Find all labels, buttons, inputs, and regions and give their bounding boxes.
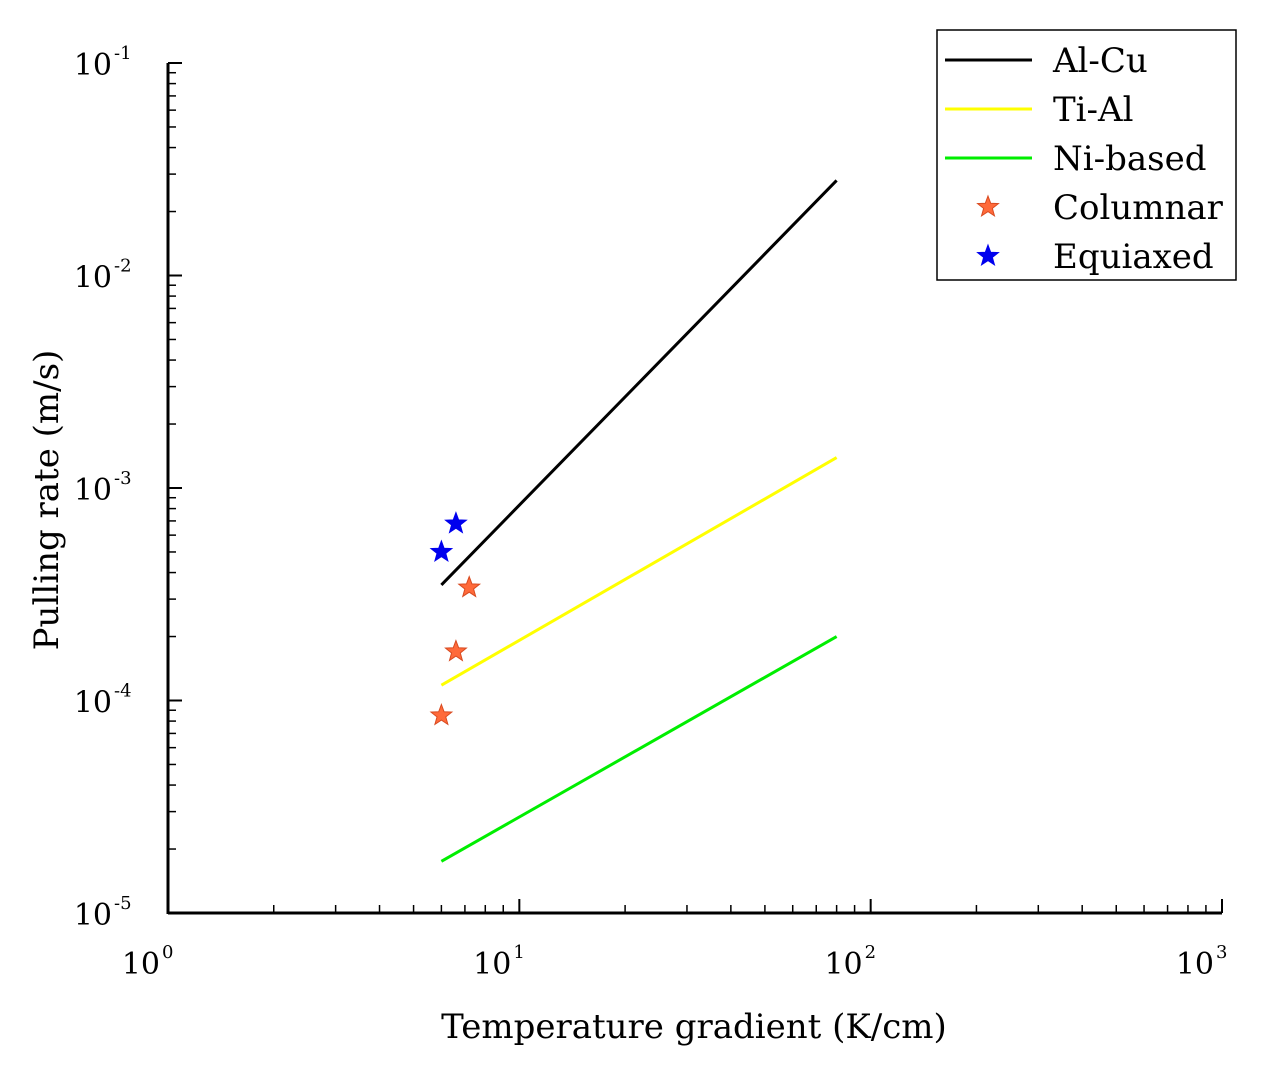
y-tick-label: 10 -4 [74, 681, 132, 721]
data-point-columnar [429, 703, 454, 726]
y-tick-label: 10 -5 [74, 893, 132, 933]
legend-label-ni-based: Ni-based [1053, 139, 1206, 179]
series-line-ni-based [440, 635, 838, 863]
legend-label-al-cu: Al-Cu [1052, 41, 1148, 81]
series-line-al-cu [440, 179, 838, 586]
data-point-equiaxed [429, 539, 454, 563]
x-tick-exponent: 0 [162, 942, 173, 963]
minor-ticks [168, 71, 1207, 913]
y-tick-base: 10 [74, 898, 112, 933]
data-point-columnar [444, 639, 468, 662]
x-tick-label: 10 2 [824, 942, 876, 982]
data-point-columnar [457, 575, 482, 598]
legend-label-equiaxed: Equiaxed [1053, 237, 1214, 277]
y-tick-exponent: -4 [114, 681, 132, 702]
legend-label-ti-al: Ti-Al [1053, 90, 1133, 130]
legend-item-ni-based: Ni-based [945, 139, 1206, 179]
axes [166, 62, 1223, 915]
tick-labels: 10 0 10 1 10 2 10 310 -510 -410 -310 -210 -1 [74, 43, 1228, 982]
major-ticks [167, 62, 1223, 914]
y-tick-exponent: -5 [114, 893, 132, 914]
legend-star-columnar [976, 194, 1000, 218]
legend-item-equiaxed: Equiaxed [976, 237, 1214, 277]
y-tick-label: 10 -1 [74, 43, 132, 83]
x-tick-exponent: 1 [513, 942, 524, 963]
series-line-ti-al [440, 456, 838, 687]
legend-star-equiaxed [976, 243, 1000, 267]
legend: Al-Cu Ti-Al Ni-based Columnar Equiaxed [936, 29, 1237, 281]
y-tick-base: 10 [74, 261, 112, 296]
legend-item-al-cu: Al-Cu [945, 41, 1148, 81]
y-tick-exponent: -1 [114, 43, 132, 64]
legend-item-columnar: Columnar [976, 188, 1224, 228]
y-tick-exponent: -3 [114, 468, 132, 489]
legend-label-columnar: Columnar [1053, 188, 1224, 228]
x-tick-label: 10 0 [122, 942, 174, 982]
legend-item-ti-al: Ti-Al [945, 90, 1133, 130]
x-tick-base: 10 [824, 947, 862, 982]
y-tick-exponent: -2 [114, 256, 132, 277]
x-tick-label: 10 1 [473, 942, 525, 982]
x-tick-exponent: 2 [865, 942, 876, 963]
data-point-equiaxed [444, 511, 468, 534]
y-tick-label: 10 -3 [74, 468, 132, 508]
x-tick-base: 10 [1176, 947, 1214, 982]
x-tick-label: 10 3 [1176, 942, 1228, 982]
x-axis-label: Temperature gradient (K/cm) [441, 1007, 947, 1047]
x-tick-exponent: 3 [1216, 942, 1227, 963]
plot-area [429, 179, 838, 863]
x-tick-base: 10 [473, 947, 511, 982]
legend-box [936, 29, 1237, 281]
y-tick-label: 10 -2 [74, 256, 132, 296]
y-tick-base: 10 [74, 48, 112, 83]
y-tick-base: 10 [74, 473, 112, 508]
x-tick-base: 10 [122, 947, 160, 982]
y-tick-base: 10 [74, 686, 112, 721]
y-axis-label: Pulling rate (m/s) [27, 350, 67, 651]
